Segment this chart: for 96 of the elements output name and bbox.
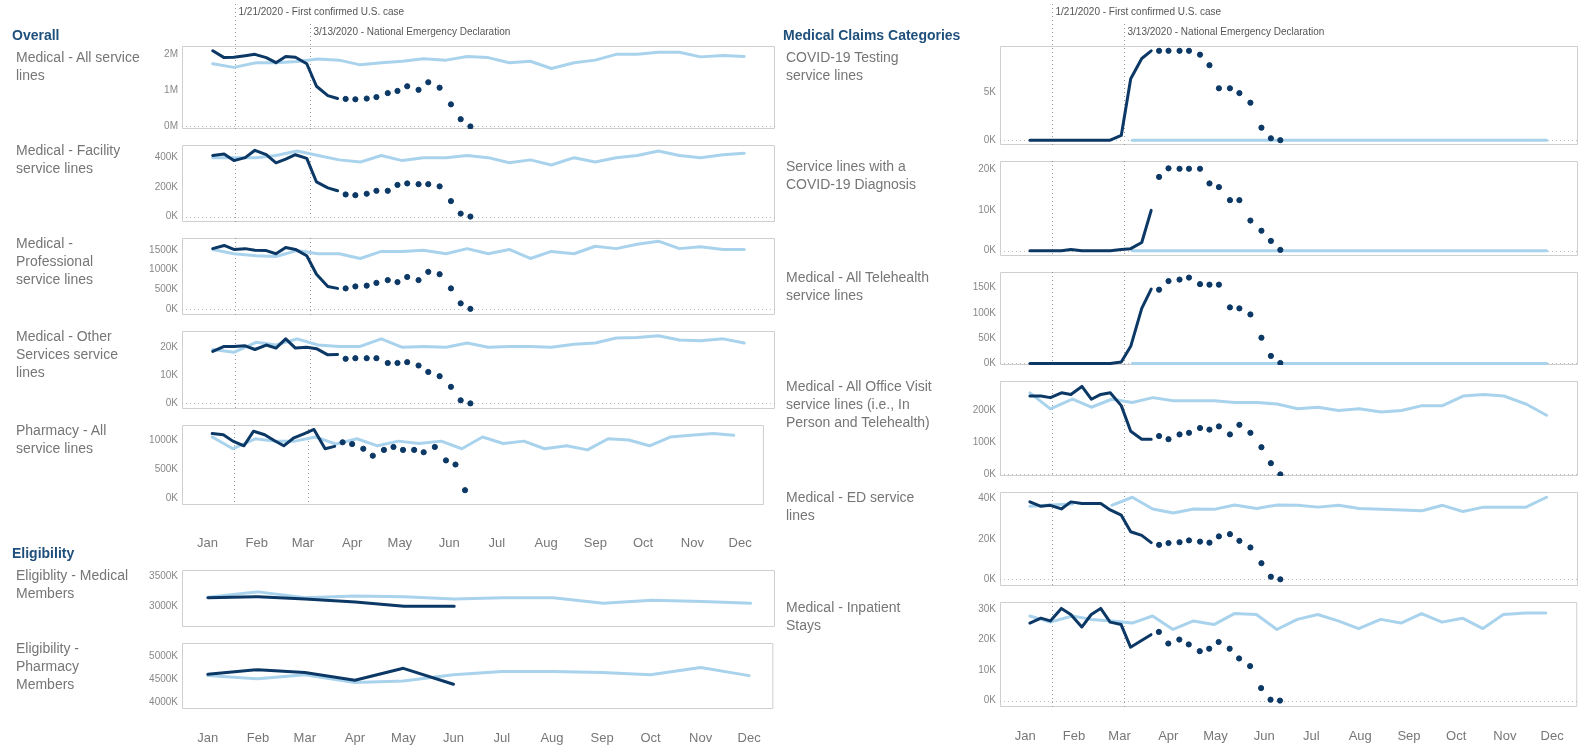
y-tick-label: 0K: [983, 694, 997, 706]
text: Eligibility: [12, 545, 75, 561]
y-tick-label: 4000K: [149, 695, 179, 707]
y-tick-label: 0M: [164, 120, 178, 132]
y-tick-label: 20K: [978, 633, 997, 645]
y-tick-label: 0K: [983, 573, 997, 585]
y-tick-label: 20K: [978, 162, 997, 174]
x-tick-label: Aug: [540, 730, 564, 746]
y-tick-label: 400K: [154, 151, 179, 163]
y-axis-title: Medical - ED service lines: [786, 488, 916, 524]
y-axis-title: Eligiblity - Medical Members: [16, 566, 130, 602]
y-tick-label: 0K: [165, 397, 179, 409]
x-tick-label: Jan: [1014, 728, 1036, 744]
y-axis-title: Medical - All Telehealth service lines: [786, 268, 930, 304]
y-tick-label: 500K: [154, 462, 179, 474]
ref-line-label: 1/21/2020 - First confirmed U.S. case: [238, 5, 405, 17]
x-tick-label: Nov: [680, 535, 705, 551]
x-tick-label: Oct: [640, 730, 662, 746]
y-tick-label: 100K: [972, 306, 997, 318]
x-tick-label: Jul: [493, 730, 511, 746]
y-tick-label: 100K: [972, 436, 997, 448]
y-axis-title: Pharmacy - All service lines: [16, 421, 108, 457]
x-tick-label: Mar: [291, 535, 315, 551]
y-tick-label: 2M: [164, 47, 178, 59]
x-tick-label: Jun: [438, 535, 460, 551]
x-tick-label: Dec: [728, 535, 753, 551]
x-tick-label: Sep: [1397, 728, 1421, 744]
y-tick-label: 40K: [978, 492, 997, 504]
y-axis-title: COVID-19 Testing service lines: [786, 48, 900, 84]
y-tick-label: 0K: [983, 468, 997, 480]
y-tick-label: 20K: [978, 532, 997, 544]
y-tick-label: 0K: [983, 133, 997, 145]
x-tick-label: Dec: [1540, 728, 1565, 744]
y-tick-label: 3500K: [149, 570, 179, 582]
x-tick-label: Jun: [1253, 728, 1275, 744]
x-tick-label: Mar: [1108, 728, 1132, 744]
x-tick-label: Aug: [534, 535, 558, 551]
x-tick-label: Nov: [689, 730, 713, 746]
x-tick-label: Apr: [342, 535, 363, 551]
x-tick-label: May: [1203, 728, 1229, 744]
x-tick-label: May: [387, 535, 413, 551]
ref-line-label: 1/21/2020 - First confirmed U.S. case: [1055, 5, 1222, 17]
y-tick-label: 0K: [983, 244, 997, 256]
y-axis-title: Eligibility - Pharmacy Members: [16, 639, 81, 693]
y-tick-label: 4500K: [149, 673, 179, 685]
y-tick-label: 10K: [160, 369, 179, 381]
x-tick-label: Feb: [1062, 728, 1086, 744]
y-tick-label: 3000K: [149, 599, 179, 611]
y-tick-label: 30K: [978, 602, 997, 614]
y-tick-label: 1000K: [149, 263, 179, 275]
y-tick-label: 20K: [160, 341, 179, 353]
x-tick-label: Jul: [488, 535, 506, 551]
x-tick-label: Apr: [1158, 728, 1180, 744]
y-tick-label: 1000K: [149, 433, 179, 445]
x-tick-label: Oct: [1446, 728, 1467, 744]
x-tick-label: Sep: [583, 535, 607, 551]
y-tick-label: 1M: [164, 83, 178, 95]
y-tick-label: 500K: [154, 282, 179, 294]
x-tick-label: Feb: [246, 730, 270, 746]
y-tick-label: 200K: [154, 180, 179, 192]
y-tick-label: 5K: [983, 85, 997, 97]
y-axis-title: Medical - Professional service lines: [16, 234, 95, 288]
text: Medical Claims Categories: [783, 27, 961, 43]
x-tick-label: Jan: [196, 535, 218, 551]
y-axis-title: Service lines with a COVID-19 Diagnosis: [786, 157, 917, 193]
y-tick-label: 1500K: [149, 243, 179, 255]
y-tick-label: 200K: [972, 404, 997, 416]
y-tick-label: 0K: [165, 210, 179, 222]
y-tick-label: 5000K: [149, 650, 179, 662]
text: Overall: [12, 27, 60, 43]
y-tick-label: 10K: [978, 203, 997, 215]
y-axis-title: Medical - Other Services service lines: [16, 327, 119, 381]
y-tick-label: 0K: [983, 357, 997, 369]
y-tick-label: 0K: [165, 492, 179, 504]
y-tick-label: 0K: [165, 302, 179, 314]
x-tick-label: Feb: [245, 535, 268, 551]
y-axis-title: Medical - All service lines: [16, 48, 140, 84]
x-tick-label: Dec: [737, 730, 762, 746]
x-tick-label: Nov: [1493, 728, 1517, 744]
x-tick-label: Aug: [1348, 728, 1372, 744]
y-axis-title: Medical - Inpatient Stays: [786, 598, 902, 634]
x-tick-label: May: [391, 730, 417, 746]
y-tick-label: 50K: [978, 331, 997, 343]
x-tick-label: Jan: [197, 730, 219, 746]
x-tick-label: Jun: [442, 730, 464, 746]
y-tick-label: 10K: [978, 663, 997, 675]
x-tick-label: Oct: [633, 535, 654, 551]
x-tick-label: Sep: [590, 730, 614, 746]
y-tick-label: 150K: [972, 281, 997, 293]
x-tick-label: Mar: [293, 730, 317, 746]
y-axis-title: Medical - All Office Visit service lines (i.e., In Person and Telehealth): [786, 377, 933, 431]
ref-line-label: 3/13/2020 - National Emergency Declaration: [313, 25, 511, 37]
y-axis-title: Medical - Facility service lines: [16, 141, 122, 177]
ref-line-label: 3/13/2020 - National Emergency Declaration: [1127, 25, 1325, 37]
x-tick-label: Apr: [344, 730, 366, 746]
x-tick-label: Jul: [1303, 728, 1320, 744]
